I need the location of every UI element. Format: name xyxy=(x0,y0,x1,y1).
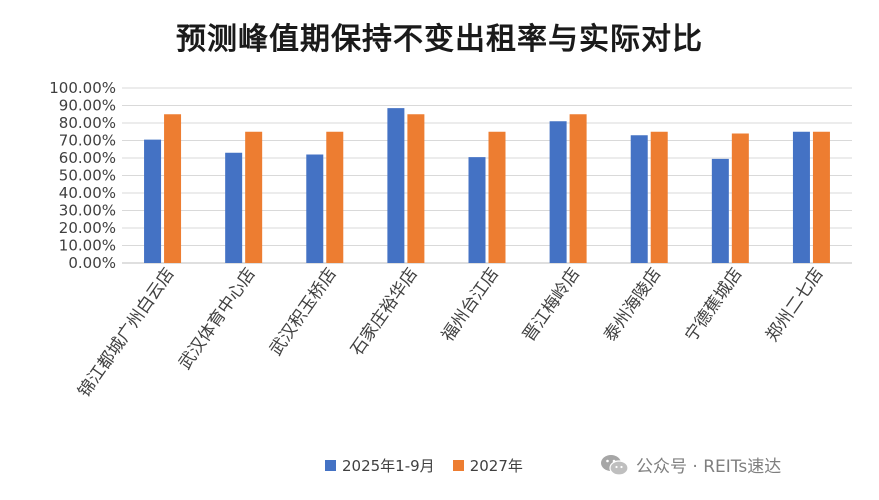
bar-2025 xyxy=(468,157,486,263)
bar-2025 xyxy=(630,135,648,263)
bar-2025 xyxy=(225,152,243,263)
y-tick-label: 100.00% xyxy=(49,79,116,97)
watermark: 公众号 · REITs速达 xyxy=(600,452,781,477)
bar-2027 xyxy=(650,131,668,263)
bar-2027 xyxy=(245,131,263,263)
x-tick-label: 泰州海陵店 xyxy=(600,264,665,345)
bar-2027 xyxy=(731,133,749,263)
y-tick-label: 80.00% xyxy=(59,114,116,132)
bar-2027 xyxy=(164,114,182,263)
bar-2025 xyxy=(792,131,810,263)
bar-2027 xyxy=(488,131,506,263)
bar-2027 xyxy=(569,114,587,263)
x-tick-label: 晋江梅岭店 xyxy=(519,264,584,345)
legend-label-2025: 2025年1-9月 xyxy=(342,457,435,475)
bar-2027 xyxy=(326,131,344,263)
y-tick-label: 10.00% xyxy=(59,237,116,255)
bar-2025 xyxy=(711,158,729,263)
wechat-icon xyxy=(601,454,629,476)
y-tick-label: 60.00% xyxy=(59,149,116,167)
bar-2027 xyxy=(407,114,425,263)
bar-2025 xyxy=(306,154,324,263)
legend-swatch-2027 xyxy=(452,460,464,471)
legend-item-2027: 2027年 xyxy=(452,455,523,476)
legend-label-2027: 2027年 xyxy=(469,457,523,475)
y-tick-label: 30.00% xyxy=(59,202,116,220)
y-tick-label: 20.00% xyxy=(59,219,116,237)
chart-title: 预测峰值期保持不变出租率与实际对比 xyxy=(176,22,703,57)
watermark-text: 公众号 · REITs速达 xyxy=(636,457,782,477)
y-tick-label: 0.00% xyxy=(68,254,116,272)
x-tick-label: 锦江都城广州白云店 xyxy=(75,264,179,401)
bar-2027 xyxy=(812,131,830,263)
x-tick-label: 郑州二七店 xyxy=(762,264,827,345)
y-tick-label: 70.00% xyxy=(59,132,116,150)
bar-2025 xyxy=(387,108,405,263)
y-tick-label: 40.00% xyxy=(59,184,116,202)
legend-item-2025: 2025年1-9月 xyxy=(325,455,435,476)
x-tick-label: 石家庄裕华店 xyxy=(347,264,422,359)
y-tick-label: 90.00% xyxy=(59,97,116,115)
x-tick-label: 福州台江店 xyxy=(438,264,503,345)
legend-swatch-2025 xyxy=(325,460,336,471)
bar-2025 xyxy=(549,121,567,263)
x-tick-label: 武汉体育中心店 xyxy=(175,264,260,373)
y-tick-label: 50.00% xyxy=(59,167,116,185)
x-tick-label: 宁德蕉城店 xyxy=(681,264,746,345)
legend: 2025年1-9月 2027年 xyxy=(325,455,523,476)
x-tick-label: 武汉积玉桥店 xyxy=(266,264,341,359)
bar-2025 xyxy=(144,139,162,263)
